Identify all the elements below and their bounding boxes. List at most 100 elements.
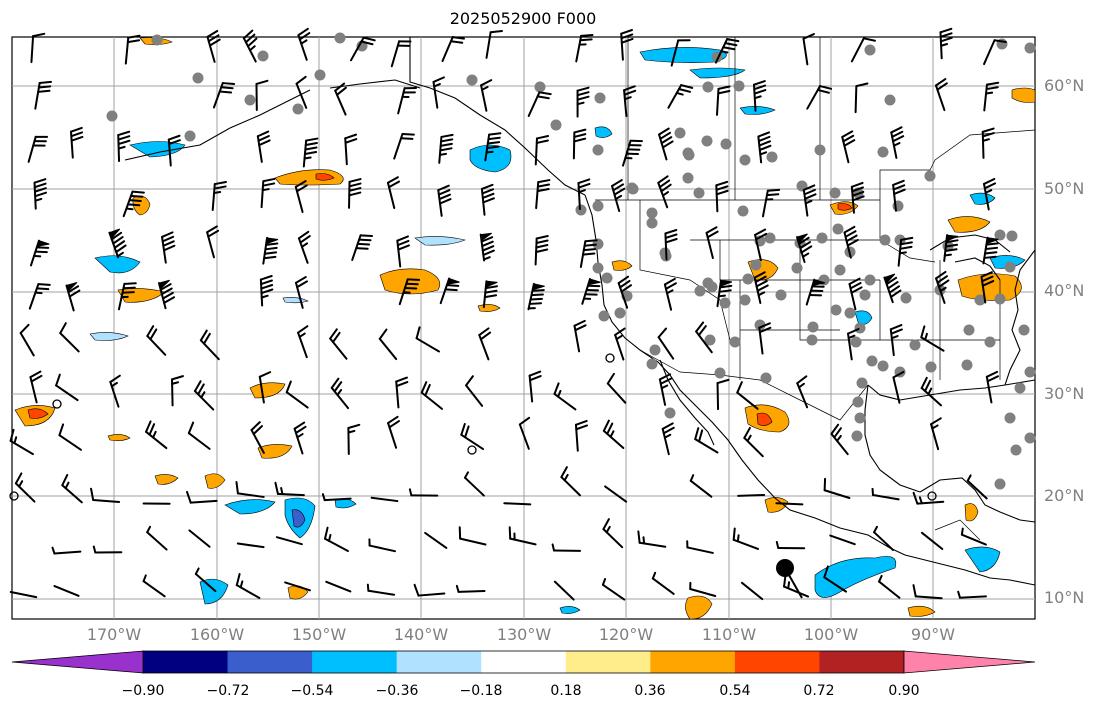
wind-barb (757, 131, 772, 164)
station-dot (864, 274, 876, 286)
wind-barb (939, 27, 953, 60)
wind-barb (92, 545, 123, 554)
wind-barb (686, 540, 714, 554)
wind-barb (117, 130, 131, 163)
wind-barb (912, 491, 945, 505)
wind-barb (658, 127, 674, 161)
station-dot (859, 289, 871, 301)
wind-barb (146, 525, 168, 551)
station-dot (649, 344, 661, 356)
wind-barb (802, 184, 817, 217)
station-dot (704, 334, 716, 346)
wind-barb (983, 177, 997, 211)
wind-barb (146, 325, 167, 356)
wind-barb (617, 275, 633, 309)
station-dot (1014, 382, 1026, 394)
colorbar-tick-label: 0.54 (719, 683, 751, 699)
wind-barb (145, 420, 168, 450)
wind-barb (387, 415, 400, 449)
wind-barb (284, 581, 311, 592)
wind-barb (90, 487, 121, 503)
station-dot (627, 183, 639, 195)
station-dot (750, 259, 762, 271)
wind-barb (527, 91, 552, 117)
colorbar-segment (819, 651, 905, 673)
wind-barb (775, 540, 806, 550)
station-dot (877, 146, 889, 158)
lat-label-50n: 50°N (1044, 179, 1085, 198)
wind-barb (460, 422, 485, 451)
wind-barb (534, 134, 550, 166)
wind-barb (142, 574, 166, 598)
wind-barb (661, 422, 675, 456)
wind-barb (518, 416, 531, 450)
wind-barb (465, 375, 484, 407)
wind-barb (393, 132, 415, 160)
wind-barb (601, 577, 626, 601)
station-dots (106, 32, 1036, 490)
wind-barb (695, 321, 713, 354)
station-dot (994, 293, 1006, 305)
wind-barb (69, 126, 84, 159)
wind-barb (966, 474, 988, 500)
wind-barb (420, 381, 443, 410)
station-dot (742, 273, 754, 285)
wind-barb (577, 178, 591, 211)
wind-barb (848, 277, 863, 311)
wind-barb (294, 276, 308, 309)
wind-barb (285, 380, 309, 409)
wind-barb (667, 84, 694, 109)
wind-barb (847, 328, 860, 361)
wind-barb (59, 322, 80, 353)
wind-barb (262, 236, 279, 265)
wind-barb (235, 481, 265, 498)
wind-barb (534, 234, 549, 266)
wind-barb (259, 275, 274, 307)
station-dot (720, 138, 732, 150)
station-dot (850, 336, 862, 348)
station-dot (925, 361, 937, 373)
wind-barb (65, 281, 81, 312)
wind-barb (823, 477, 851, 500)
station-dot (764, 232, 776, 244)
station-dot (866, 355, 878, 367)
colorbar-segment (734, 651, 820, 673)
station-dot (683, 149, 695, 161)
station-dot (760, 372, 772, 384)
wind-barb (980, 271, 995, 304)
wind-barb (366, 583, 396, 596)
calm-circle (605, 353, 615, 363)
wind-barb (482, 280, 498, 309)
station-dot (702, 81, 714, 93)
wind-barb (396, 235, 410, 268)
wind-barb (935, 270, 950, 304)
wind-barb (441, 36, 466, 63)
lon-label-90w: 90°W (910, 625, 956, 644)
contour-fills (14, 37, 1036, 620)
wind-barb (736, 381, 759, 410)
wind-barb (716, 378, 730, 411)
station-dot (877, 360, 889, 372)
wind-barb (236, 542, 265, 549)
wind-barb (957, 590, 987, 599)
station-dot (829, 187, 841, 199)
wind-barb (943, 234, 959, 262)
wind-barb (260, 177, 276, 209)
wind-barb (806, 85, 833, 110)
wind-barb (349, 36, 376, 62)
wind-barb (386, 176, 400, 210)
wind-barb (370, 496, 399, 503)
wind-barb (27, 135, 49, 163)
colorbar-tick-label: 0.90 (888, 683, 920, 699)
wind-barb (850, 37, 876, 63)
wind-barb (395, 376, 409, 409)
wind-barb (934, 78, 948, 112)
station-dot (856, 377, 868, 389)
calm-circle (467, 445, 477, 455)
station-dot (729, 336, 741, 348)
calm-circle (927, 491, 937, 501)
station-dot (694, 285, 706, 297)
wind-barb (193, 380, 215, 411)
lon-label-110w: 110°W (701, 625, 757, 644)
station-dot (601, 272, 613, 284)
